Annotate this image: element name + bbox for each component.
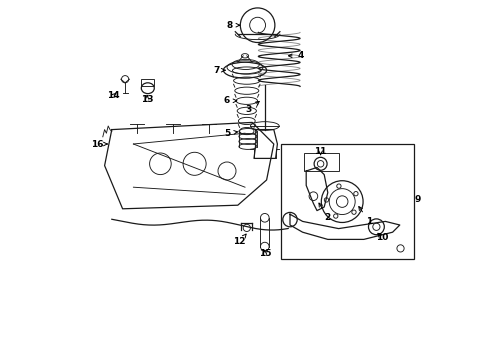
Text: 12: 12	[233, 234, 246, 247]
Text: 14: 14	[107, 91, 120, 100]
Text: 13: 13	[141, 95, 153, 104]
Text: 2: 2	[319, 203, 331, 222]
Text: 11: 11	[315, 147, 327, 156]
Text: 5: 5	[224, 129, 238, 138]
Bar	[304, 153, 339, 171]
Text: 8: 8	[227, 21, 240, 30]
Text: 1: 1	[359, 207, 372, 226]
Text: 10: 10	[376, 233, 388, 242]
Text: 3: 3	[245, 102, 259, 114]
Text: 9: 9	[415, 195, 421, 204]
Text: 4: 4	[289, 51, 304, 60]
Text: 7: 7	[213, 66, 225, 75]
Bar	[281, 144, 414, 259]
Text: 16: 16	[91, 140, 107, 149]
Bar	[141, 79, 154, 86]
Text: 6: 6	[224, 96, 237, 105]
Text: 15: 15	[259, 249, 271, 258]
